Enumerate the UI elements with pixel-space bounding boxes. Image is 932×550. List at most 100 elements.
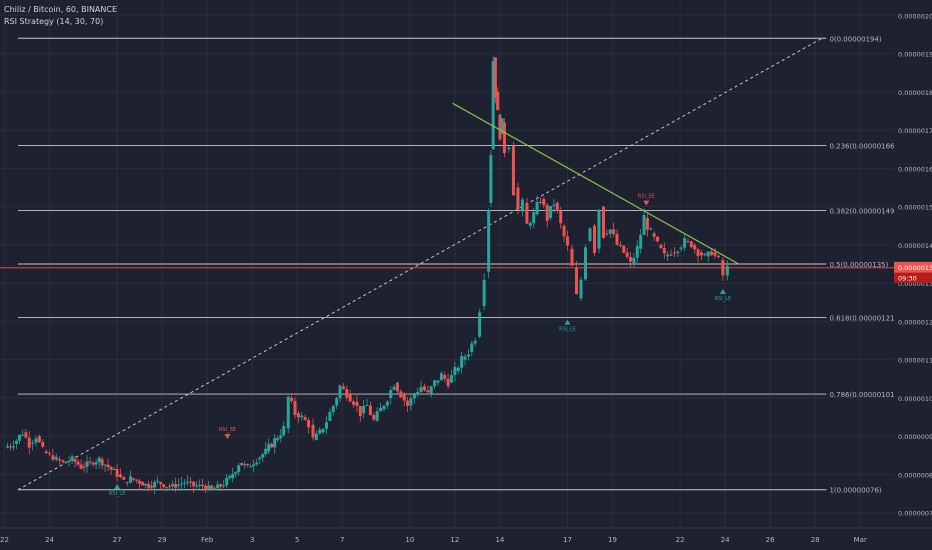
candle-body <box>645 218 649 230</box>
candle-body <box>44 451 48 454</box>
candle-body <box>662 248 666 254</box>
candle-body <box>602 206 606 238</box>
buy-signal-arrow <box>564 319 571 325</box>
candle-body <box>300 415 304 418</box>
candle-body <box>328 412 332 421</box>
candle-body <box>48 453 52 455</box>
indicator-label[interactable]: RSI Strategy (14, 30, 70) <box>4 17 104 26</box>
candle-body <box>216 484 220 489</box>
buy-signal-label: RSI_LE <box>559 327 576 333</box>
candle-body <box>419 386 423 393</box>
candle-body <box>243 464 247 466</box>
candle-body <box>51 455 55 460</box>
candle-body <box>282 426 286 436</box>
candle-body <box>402 394 406 401</box>
candle-body <box>703 254 707 256</box>
candle-body <box>379 407 383 412</box>
candle-body <box>82 466 86 468</box>
candle-body <box>73 459 77 462</box>
candle-body <box>18 434 22 441</box>
sell-signal-arrow <box>224 434 231 439</box>
candle-body <box>372 415 376 420</box>
candle-body <box>622 245 626 253</box>
candle-body <box>716 255 720 258</box>
candle-body <box>195 485 199 487</box>
candle-body <box>375 411 379 421</box>
candle-body <box>545 205 549 221</box>
candle-body <box>516 187 520 210</box>
candle-body <box>358 406 362 417</box>
candle-body <box>496 91 500 111</box>
candle-body <box>103 464 107 466</box>
current-price-tag: 0.00000134 09:30 <box>894 261 932 283</box>
candle-body <box>24 432 28 438</box>
candle-body <box>307 420 311 428</box>
candle-body <box>348 394 352 402</box>
candle-body <box>165 487 169 489</box>
time-axis-background <box>0 528 932 550</box>
x-tick-label: 7 <box>340 536 344 544</box>
candle-body <box>520 199 524 211</box>
candle-body <box>583 247 587 280</box>
candle-body <box>85 461 89 467</box>
candle-body <box>100 459 104 466</box>
candle-body <box>672 252 676 254</box>
candle-body <box>713 252 717 256</box>
x-tick-label: Mar <box>854 536 867 544</box>
candle-body <box>144 483 148 486</box>
candle-body <box>54 456 58 460</box>
candle-body <box>608 229 612 234</box>
candle-body <box>156 480 160 482</box>
chart-title: Chiliz / Bitcoin, 60, BINANCE <box>4 5 118 14</box>
countdown-tag-bg <box>894 272 932 283</box>
fib-level-label: 1(0.00000076) <box>829 487 881 495</box>
candle-body <box>61 460 65 463</box>
fib-level-label: 0.382(0.00000149) <box>829 207 897 215</box>
candle-body <box>605 233 609 235</box>
x-tick-label: 19 <box>608 536 617 544</box>
candle-body <box>109 466 113 470</box>
candle-body <box>632 257 636 264</box>
time-axis: 22 24 27 29 Feb 3 5 7 10 12 14 17 19 22 24 26 28 Mar <box>0 527 932 550</box>
candle-body <box>177 484 181 486</box>
candle-body <box>409 398 413 406</box>
candle-body <box>293 400 297 415</box>
candle-body <box>399 391 403 398</box>
fib-level-label: 0.5(0.00000135) <box>829 261 888 269</box>
candle-body <box>225 477 229 486</box>
current-price-value: 0.00000134 <box>898 264 932 272</box>
candle-body <box>612 229 616 234</box>
candle-body <box>15 440 19 444</box>
candle-body <box>562 225 566 237</box>
candle-body <box>106 464 110 468</box>
candle-body <box>318 429 322 434</box>
candle-body <box>58 459 62 461</box>
candle-body <box>258 457 262 460</box>
candle-body <box>311 424 315 438</box>
candle-body <box>115 469 119 477</box>
candle-body <box>683 238 687 248</box>
candle-body <box>252 464 256 467</box>
candle-body <box>234 472 238 474</box>
candle-body <box>132 478 136 480</box>
candle-body <box>76 461 80 465</box>
sell-signal-arrow <box>643 200 650 206</box>
candle-body <box>473 340 477 344</box>
x-tick-label: 17 <box>563 536 572 544</box>
candle-body <box>385 401 389 406</box>
candle-body <box>141 482 145 486</box>
candle-body <box>321 428 325 433</box>
candle-body <box>180 483 184 485</box>
candle-body <box>362 405 366 414</box>
candle-body <box>570 248 574 266</box>
candle-body <box>34 438 38 443</box>
